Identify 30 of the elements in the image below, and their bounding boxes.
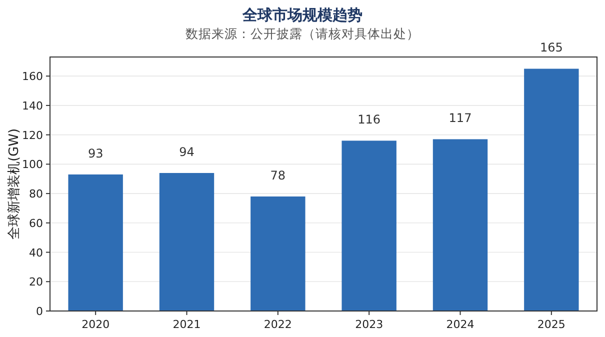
data-label: 165 [540,40,563,55]
y-tick-label: 20 [29,276,43,289]
bar [342,140,396,311]
x-tick-label: 2023 [355,318,384,331]
y-tick-label: 160 [22,70,43,84]
y-axis-title: 全球新增装机(GW) [7,128,22,240]
y-tick-label: 140 [22,99,43,112]
x-tick-label: 2022 [264,318,292,331]
x-tick-label: 2024 [446,318,474,331]
y-tick-label: 80 [29,188,43,201]
chart-subtitle: 数据来源：公开披露（请核对具体出处） [186,26,420,41]
data-label: 116 [358,112,381,127]
chart-title: 全球市场规模趋势 [242,6,362,24]
bar [68,174,123,311]
data-label: 93 [88,146,104,160]
x-tick-label: 2021 [172,318,201,331]
y-tick-label: 60 [29,216,43,230]
x-tick-label: 2025 [537,318,566,331]
bar [159,172,214,311]
y-tick-label: 0 [36,305,43,318]
y-tick-label: 40 [29,246,43,260]
y-tick-label: 100 [22,158,43,172]
x-tick-label: 2020 [82,318,110,331]
bar [524,68,579,311]
bar [250,196,306,311]
data-label: 94 [179,144,194,159]
data-label: 78 [270,168,286,182]
y-tick-label: 120 [22,128,43,142]
bar [432,139,488,311]
data-label: 117 [448,111,472,126]
